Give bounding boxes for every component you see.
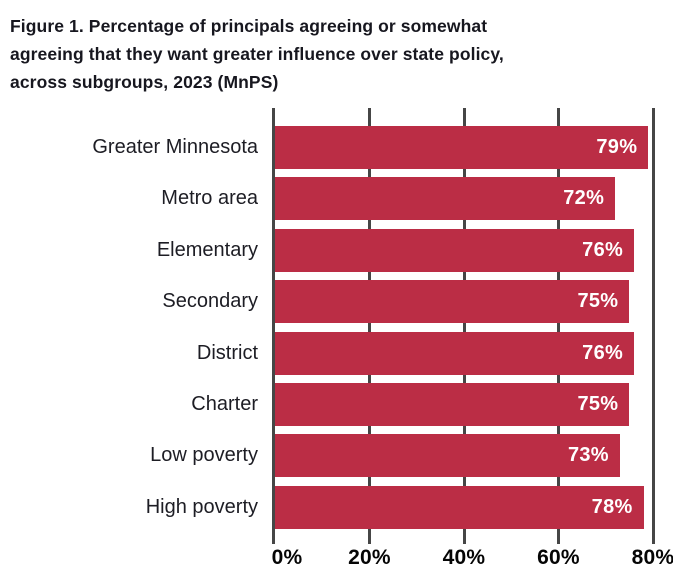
bar: 75%: [275, 382, 630, 426]
category-label: Charter: [191, 392, 258, 415]
bar-row: High poverty 78%: [0, 485, 673, 529]
bar-row: Charter 75%: [0, 382, 673, 426]
figure-title-line-1: Figure 1. Percentage of principals agree…: [10, 16, 488, 36]
bar-row: Low poverty 73%: [0, 434, 673, 478]
category-label: Greater Minnesota: [92, 136, 258, 158]
x-axis-tick-label: 20%: [348, 546, 391, 569]
bar-row: Elementary 76%: [0, 228, 673, 272]
x-axis-tick-label: 0%: [271, 546, 303, 569]
x-axis-tick-label: 80%: [631, 546, 673, 569]
bar: 76%: [275, 331, 635, 375]
gridline: [272, 108, 275, 535]
bar-rows: Greater Minnesota 79% Metro area 72% Ele…: [0, 108, 673, 535]
bar-row: District 76%: [0, 331, 673, 375]
figure-title-line-2: agreeing that they want greater influenc…: [10, 44, 504, 64]
x-axis-tick-label: 60%: [537, 546, 580, 569]
bar-value-label: 79%: [596, 136, 638, 158]
x-axis-tick: [557, 535, 560, 544]
bar-row: Greater Minnesota 79%: [0, 126, 673, 169]
category-label: District: [196, 341, 258, 364]
bar: 72%: [275, 177, 616, 221]
bar-row: Secondary 75%: [0, 280, 673, 324]
bar: 76%: [275, 228, 635, 272]
bar: 78%: [275, 485, 644, 529]
bar: 75%: [275, 280, 630, 324]
bar-value-label: 76%: [582, 341, 624, 364]
x-axis-tick: [651, 535, 655, 544]
bar-value-label: 78%: [591, 495, 633, 518]
figure-title-line-3: across subgroups, 2023 (MnPS): [10, 72, 279, 92]
bar: 73%: [275, 434, 620, 478]
figure-title: Figure 1. Percentage of principals agree…: [10, 12, 650, 96]
x-axis-tick: [272, 535, 275, 544]
category-label: High poverty: [145, 495, 258, 518]
bar-value-label: 75%: [577, 290, 619, 313]
bar-value-label: 72%: [563, 187, 605, 210]
x-axis-tick: [462, 535, 466, 544]
category-label: Metro area: [161, 187, 258, 210]
category-label: Elementary: [156, 238, 258, 261]
x-axis-tick: [368, 535, 371, 544]
category-label: Secondary: [162, 290, 258, 313]
bar-value-label: 73%: [567, 444, 609, 467]
bar-value-label: 75%: [577, 392, 619, 415]
category-label: Low poverty: [150, 444, 258, 467]
bar: 79%: [275, 126, 649, 169]
gridline: [651, 108, 655, 535]
x-axis-tick-label: 40%: [442, 546, 486, 569]
bar-row: Metro area 72%: [0, 177, 673, 221]
bar-value-label: 76%: [582, 238, 624, 261]
